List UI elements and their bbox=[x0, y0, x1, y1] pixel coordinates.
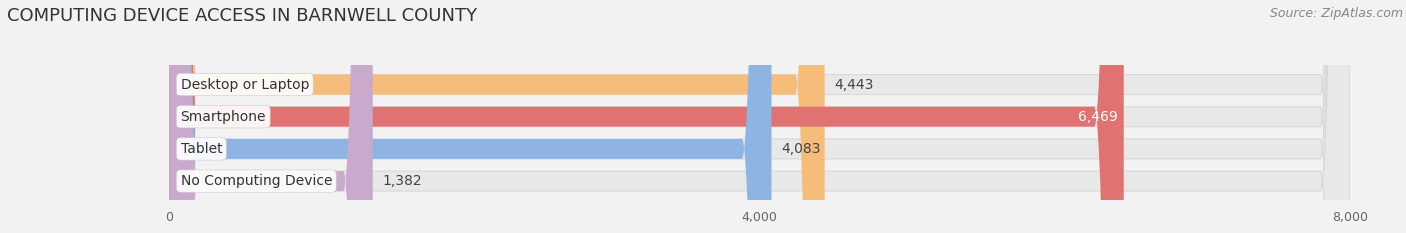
Text: COMPUTING DEVICE ACCESS IN BARNWELL COUNTY: COMPUTING DEVICE ACCESS IN BARNWELL COUN… bbox=[7, 7, 477, 25]
Text: Desktop or Laptop: Desktop or Laptop bbox=[180, 78, 309, 92]
FancyBboxPatch shape bbox=[169, 0, 1350, 233]
Text: Smartphone: Smartphone bbox=[180, 110, 266, 124]
Text: Tablet: Tablet bbox=[180, 142, 222, 156]
Text: 6,469: 6,469 bbox=[1078, 110, 1118, 124]
FancyBboxPatch shape bbox=[169, 0, 373, 233]
FancyBboxPatch shape bbox=[169, 0, 1123, 233]
Text: No Computing Device: No Computing Device bbox=[180, 174, 332, 188]
Text: 1,382: 1,382 bbox=[382, 174, 422, 188]
Text: Source: ZipAtlas.com: Source: ZipAtlas.com bbox=[1270, 7, 1403, 20]
FancyBboxPatch shape bbox=[169, 0, 772, 233]
FancyBboxPatch shape bbox=[169, 0, 1350, 233]
FancyBboxPatch shape bbox=[169, 0, 825, 233]
FancyBboxPatch shape bbox=[169, 0, 1350, 233]
Text: 4,443: 4,443 bbox=[834, 78, 873, 92]
Text: 4,083: 4,083 bbox=[780, 142, 821, 156]
FancyBboxPatch shape bbox=[169, 0, 1350, 233]
